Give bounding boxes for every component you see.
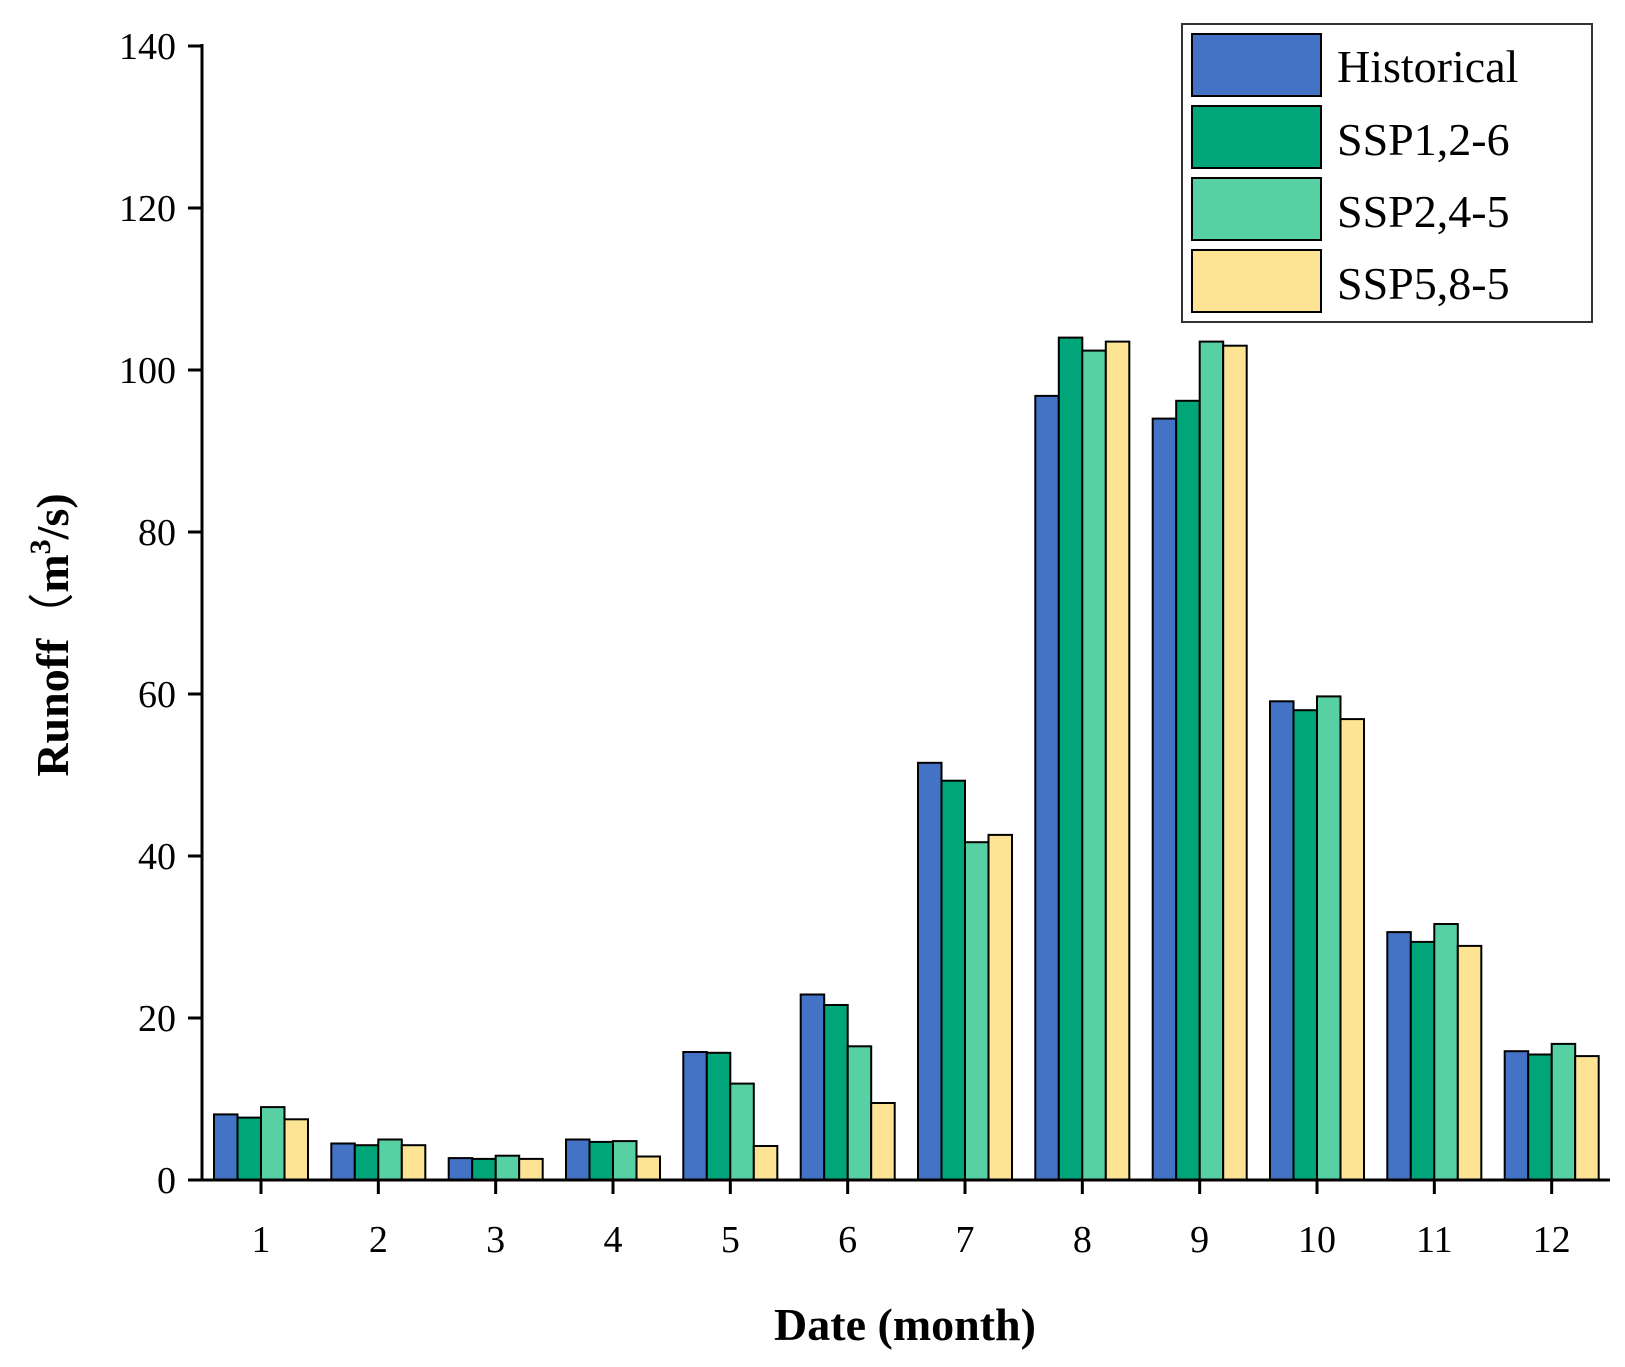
y-axis-title-paren: （ xyxy=(27,593,78,639)
bar-ssp245-month-2 xyxy=(377,1138,403,1181)
bar-ssp585-month-11 xyxy=(1456,944,1483,1182)
legend: Historical SSP1,2-6 SSP2,4-5 SSP5,8-5 xyxy=(1181,23,1593,323)
bar-ssp245-month-4 xyxy=(612,1140,638,1181)
bar-ssp126-month-11 xyxy=(1409,940,1436,1182)
bar-ssp245-month-11 xyxy=(1433,923,1459,1181)
y-axis-title: Runoff（m3/s) xyxy=(24,493,78,776)
legend-swatch-ssp126 xyxy=(1191,105,1322,169)
y-axis-title-unit: m xyxy=(27,554,78,592)
y-tick-label-20: 20 xyxy=(138,998,176,1040)
y-axis-title-sup: 3 xyxy=(24,539,57,554)
y-tick-label-120: 120 xyxy=(119,188,176,230)
legend-label-historical: Historical xyxy=(1337,41,1518,92)
x-tick-label-7: 7 xyxy=(956,1219,975,1261)
bar-ssp126-month-3 xyxy=(471,1157,497,1182)
bar-ssp245-month-1 xyxy=(260,1106,286,1181)
bar-ssp585-month-10 xyxy=(1339,718,1365,1181)
y-tick-label-0: 0 xyxy=(157,1160,176,1202)
bar-ssp126-month-9 xyxy=(1175,399,1201,1181)
bar-ssp585-month-7 xyxy=(987,833,1013,1182)
legend-swatch-ssp245 xyxy=(1191,177,1322,241)
bar-historical-month-1 xyxy=(213,1113,239,1182)
x-tick-label-3: 3 xyxy=(486,1219,505,1261)
x-tick-label-8: 8 xyxy=(1073,1219,1092,1261)
bar-historical-month-8 xyxy=(1034,394,1060,1181)
bar-ssp585-month-3 xyxy=(518,1157,544,1182)
bar-historical-month-2 xyxy=(330,1142,356,1181)
bar-ssp245-month-6 xyxy=(846,1045,873,1182)
bar-ssp126-month-12 xyxy=(1527,1053,1553,1181)
x-tick-label-2: 2 xyxy=(369,1219,388,1261)
bar-ssp585-month-4 xyxy=(635,1155,661,1181)
bar-historical-month-7 xyxy=(917,761,943,1181)
bar-ssp126-month-7 xyxy=(940,779,966,1181)
y-tick-label-80: 80 xyxy=(138,512,176,554)
bar-ssp585-month-8 xyxy=(1104,340,1131,1182)
bar-historical-month-9 xyxy=(1151,417,1178,1182)
bars-group xyxy=(213,336,1600,1182)
x-tick-label-9: 9 xyxy=(1190,1219,1209,1261)
bar-ssp245-month-9 xyxy=(1198,340,1225,1182)
bar-ssp126-month-4 xyxy=(588,1140,614,1182)
legend-swatch-ssp585 xyxy=(1191,249,1322,313)
bar-ssp585-month-9 xyxy=(1222,344,1248,1181)
bar-ssp585-month-12 xyxy=(1574,1055,1600,1181)
axes-group xyxy=(200,44,1610,1182)
x-tick-label-10: 10 xyxy=(1298,1219,1336,1261)
bar-ssp126-month-10 xyxy=(1292,709,1318,1181)
bar-ssp126-month-8 xyxy=(1057,336,1084,1182)
bar-ssp126-month-5 xyxy=(705,1051,732,1182)
bar-historical-month-3 xyxy=(447,1157,474,1181)
bar-ssp245-month-8 xyxy=(1081,349,1107,1182)
bar-ssp245-month-10 xyxy=(1316,695,1342,1182)
bar-historical-month-5 xyxy=(682,1051,708,1181)
bar-ssp245-month-3 xyxy=(494,1154,521,1181)
bar-ssp126-month-6 xyxy=(823,1004,849,1181)
bar-historical-month-12 xyxy=(1503,1050,1530,1181)
x-tick-label-6: 6 xyxy=(838,1219,857,1261)
y-axis-title-main: Runoff xyxy=(27,638,78,777)
x-tick-label-12: 12 xyxy=(1533,1219,1571,1261)
bar-ssp585-month-1 xyxy=(283,1118,309,1182)
legend-label-ssp126: SSP1,2-6 xyxy=(1337,114,1510,165)
bar-historical-month-6 xyxy=(799,993,826,1181)
x-tick-label-5: 5 xyxy=(721,1219,740,1261)
bar-ssp585-month-6 xyxy=(870,1102,896,1181)
y-axis-title-unit-tail: /s) xyxy=(27,493,78,540)
y-tick-label-60: 60 xyxy=(138,674,176,716)
bar-ssp126-month-1 xyxy=(236,1116,262,1181)
bar-historical-month-10 xyxy=(1269,700,1295,1181)
y-tick-label-100: 100 xyxy=(119,350,176,392)
bar-ssp126-month-2 xyxy=(353,1144,380,1181)
y-tick-label-40: 40 xyxy=(138,836,176,878)
legend-label-ssp585: SSP5,8-5 xyxy=(1337,258,1510,309)
legend-label-ssp245: SSP2,4-5 xyxy=(1337,186,1510,237)
x-tick-label-1: 1 xyxy=(252,1219,271,1261)
bar-ssp585-month-2 xyxy=(400,1144,427,1181)
legend-swatch-historical xyxy=(1191,33,1322,97)
bar-ssp245-month-7 xyxy=(964,841,990,1181)
x-axis-title: Date (month) xyxy=(774,1299,1036,1350)
y-tick-label-140: 140 xyxy=(119,26,176,68)
x-tick-label-11: 11 xyxy=(1416,1219,1453,1261)
bar-ssp245-month-5 xyxy=(729,1082,755,1181)
bar-historical-month-4 xyxy=(565,1138,591,1181)
bar-ssp585-month-5 xyxy=(752,1145,779,1181)
bar-historical-month-11 xyxy=(1386,931,1412,1181)
x-tick-label-4: 4 xyxy=(604,1219,623,1261)
bar-ssp245-month-12 xyxy=(1550,1042,1577,1182)
